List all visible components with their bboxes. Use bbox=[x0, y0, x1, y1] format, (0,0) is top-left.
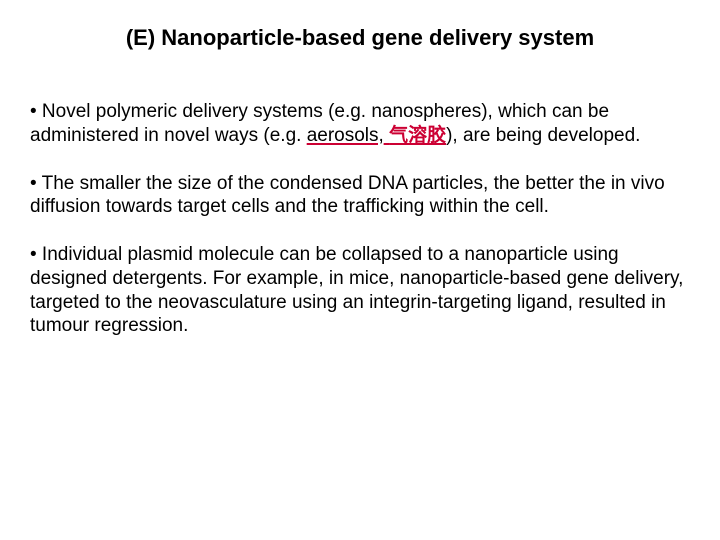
slide-title: (E) Nanoparticle-based gene delivery sys… bbox=[0, 25, 720, 51]
bullet-1-underlined-group: aerosols, 气溶胶 bbox=[307, 125, 446, 146]
bullet-1: • Novel polymeric delivery systems (e.g.… bbox=[30, 100, 690, 148]
slide: (E) Nanoparticle-based gene delivery sys… bbox=[0, 0, 720, 540]
bullet-1-post: ), are being developed. bbox=[446, 125, 640, 146]
bullet-1-aerosols: aerosols, bbox=[307, 125, 384, 146]
bullet-2: • The smaller the size of the condensed … bbox=[30, 172, 690, 220]
bullet-3: • Individual plasmid molecule can be col… bbox=[30, 243, 690, 338]
slide-body: • Novel polymeric delivery systems (e.g.… bbox=[30, 100, 690, 362]
bullet-1-cn-term: 气溶胶 bbox=[389, 125, 446, 146]
